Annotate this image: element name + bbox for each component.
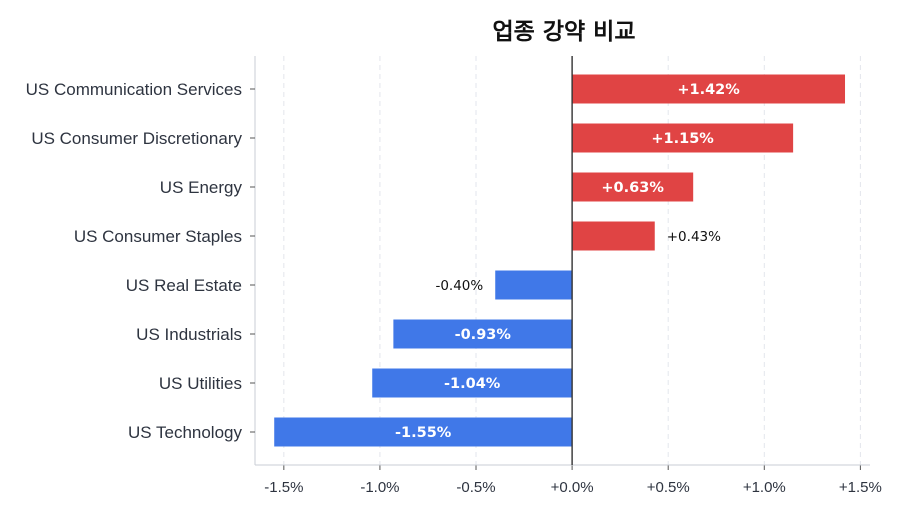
category-label: US Energy: [160, 178, 243, 197]
value-label: +1.15%: [651, 131, 714, 147]
x-tick-label: -1.5%: [264, 479, 303, 496]
value-label: -1.04%: [444, 376, 501, 392]
category-label: US Consumer Discretionary: [31, 129, 242, 148]
category-label: US Industrials: [136, 325, 242, 344]
value-label: +0.63%: [601, 180, 664, 196]
labels: -1.5% -1.0% -0.5% +0.0% +0.5% +1.0% +1.5% US Co…: [26, 80, 882, 496]
x-tick-label: +0.0%: [551, 479, 594, 496]
value-label: +0.43%: [667, 229, 721, 245]
x-tick-label: -0.5%: [456, 479, 495, 496]
bar: [572, 123, 794, 153]
category-label: US Technology: [128, 423, 243, 442]
x-tick-label: -1.0%: [360, 479, 399, 496]
value-label: -1.55%: [395, 425, 452, 441]
value-label: -0.93%: [455, 327, 512, 343]
bar: [274, 417, 573, 447]
bar: [572, 172, 694, 202]
x-tick-label: +0.5%: [647, 479, 690, 496]
value-label: -0.40%: [435, 278, 483, 294]
bars: [274, 74, 846, 447]
bar: [393, 319, 573, 349]
chart-title: 업종 강약 비교: [492, 19, 636, 45]
value-label: +1.42%: [677, 82, 740, 98]
category-label: US Real Estate: [126, 276, 242, 295]
category-label: US Utilities: [159, 374, 242, 393]
bar: [495, 270, 573, 300]
bar: [572, 74, 846, 104]
x-tick-label: +1.0%: [743, 479, 786, 496]
bar: [372, 368, 573, 398]
category-label: US Consumer Staples: [74, 227, 242, 246]
axes: [250, 56, 870, 470]
bar: [572, 221, 655, 251]
category-label: US Communication Services: [26, 80, 242, 99]
x-tick-label: +1.5%: [839, 479, 882, 496]
